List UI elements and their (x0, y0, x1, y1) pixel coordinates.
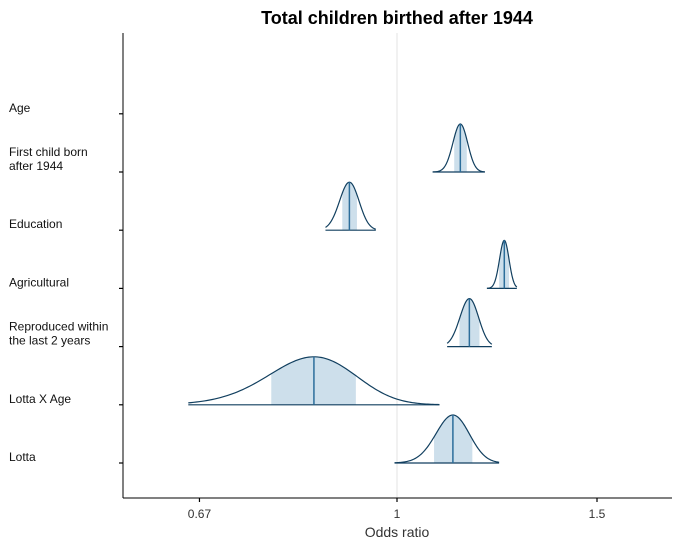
y-axis-ticks: Lotta Lotta X Age Reproduced within the las… (9, 101, 123, 464)
x-axis-label: Odds ratio (365, 524, 430, 540)
x-tick-label: 1 (394, 507, 401, 521)
y-tick-label: Reproduced within the last 2 years (9, 320, 108, 348)
y-tick-label: Lotta (9, 450, 36, 464)
ridge-0 (394, 414, 500, 464)
y-tick-label: First child born after 1944 (9, 145, 88, 173)
ridge-3 (486, 239, 518, 289)
x-axis-ticks: 0.67 1 1.5 (188, 498, 606, 521)
ridge-outline (188, 356, 440, 406)
ridges-group (188, 123, 518, 464)
ridge-5 (432, 123, 485, 173)
ridge-outline (394, 414, 500, 464)
y-tick-label: Age (9, 101, 31, 115)
y-tick-label: Education (9, 217, 62, 231)
ridge-1 (188, 356, 440, 406)
ridge-outline (432, 123, 485, 173)
ridge-4 (325, 181, 377, 231)
ridge-2 (446, 298, 493, 348)
ridge-outline (325, 181, 377, 230)
x-tick-label: 1.5 (589, 507, 606, 521)
y-tick-label: Agricultural (9, 275, 69, 289)
y-tick-label: Lotta X Age (9, 392, 71, 406)
ridge-outline (486, 239, 518, 289)
x-tick-label: 0.67 (188, 507, 212, 521)
chart-title: Total children birthed after 1944 (261, 8, 533, 28)
